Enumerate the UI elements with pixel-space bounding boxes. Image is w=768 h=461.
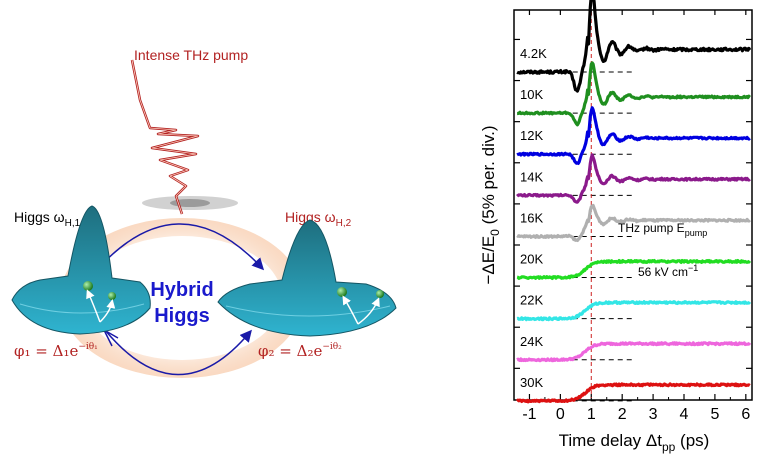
phi2-formula: φ₂ = Δ₂e−iθ₂ (258, 342, 342, 360)
y-axis-label: −ΔE/E0 (5% per. div.) (479, 126, 502, 285)
pump-label: Intense THz pump (134, 47, 248, 63)
series-label-20K: 20K (520, 252, 543, 267)
series-label-30K: 30K (520, 375, 543, 390)
series-label-4.2K: 4.2K (520, 46, 547, 61)
hybrid-label-line1: Hybrid (150, 279, 213, 301)
thz-pump-waveform (130, 59, 200, 215)
hybrid-label-line2: Higgs (154, 305, 210, 327)
higgs-ball-1b (108, 292, 116, 300)
series-line-24K (516, 341, 752, 363)
chart-series-labels: 4.2K 10K 12K 14K 16K 20K 22K 24K 30K (520, 46, 547, 390)
x-tick-label-4: 3 (649, 406, 658, 423)
x-tick-label-0: -1 (522, 406, 536, 423)
series-line-14K (516, 153, 751, 204)
coupling-arrow-bottom (104, 329, 252, 376)
series-label-22K: 22K (520, 293, 543, 308)
thz-pump-waveform-inner (131, 59, 199, 215)
higgs1-label: Higgs ωH,1 (14, 209, 81, 229)
chart-series (515, 0, 752, 404)
chart-ticks (513, 10, 752, 400)
chart-frame (513, 9, 753, 401)
x-tick-label-2: 1 (587, 406, 596, 423)
pump-shadow-core (170, 199, 210, 207)
x-tick-label-5: 4 (680, 406, 689, 423)
x-tick-label-1: 0 (556, 406, 565, 423)
series-line-30K (515, 382, 751, 404)
pump-field-annotation-1: THz pump Epump (618, 221, 707, 238)
x-tick-label-6: 5 (710, 406, 719, 423)
higgs-potential-1 (11, 205, 151, 335)
x-tick-label-7: 6 (741, 406, 750, 423)
x-tick-label-3: 2 (618, 406, 627, 423)
higgs-potential-2 (217, 219, 397, 337)
hybrid-ring (82, 236, 282, 360)
higgs-ball-1a (83, 281, 93, 291)
series-line-4.2K (516, 0, 752, 93)
series-label-14K: 14K (520, 169, 543, 184)
higgs-ball-2b (376, 290, 384, 298)
x-axis-label: Time delay Δtpp (ps) (559, 431, 710, 454)
series-line-16K (516, 203, 751, 243)
series-label-10K: 10K (520, 87, 543, 102)
higgs-ball-2a (337, 287, 347, 297)
series-line-22K (516, 300, 752, 322)
chart: 4.2K 10K 12K 14K 16K 20K 22K 24K 30K -1 0 1 2 3 4 5 6 −… (479, 0, 753, 454)
series-line-10K (516, 61, 751, 127)
series-line-12K (516, 106, 751, 165)
pump-field-annotation-2: 56 kV cm−1 (638, 263, 698, 279)
series-label-16K: 16K (520, 210, 543, 225)
schematic: Intense THz pump Higgs ωH,1 Higgs ωH,2 (11, 47, 397, 378)
coupling-arrow-top (94, 223, 265, 273)
phi1-formula: φ₁ = Δ₁e−iθ₁ (14, 342, 98, 360)
series-label-12K: 12K (520, 128, 543, 143)
series-line-20K (516, 258, 752, 280)
x-tick-labels: -1 0 1 2 3 4 5 6 (522, 406, 750, 423)
higgs2-label: Higgs ωH,2 (285, 209, 352, 229)
series-label-24K: 24K (520, 334, 543, 349)
